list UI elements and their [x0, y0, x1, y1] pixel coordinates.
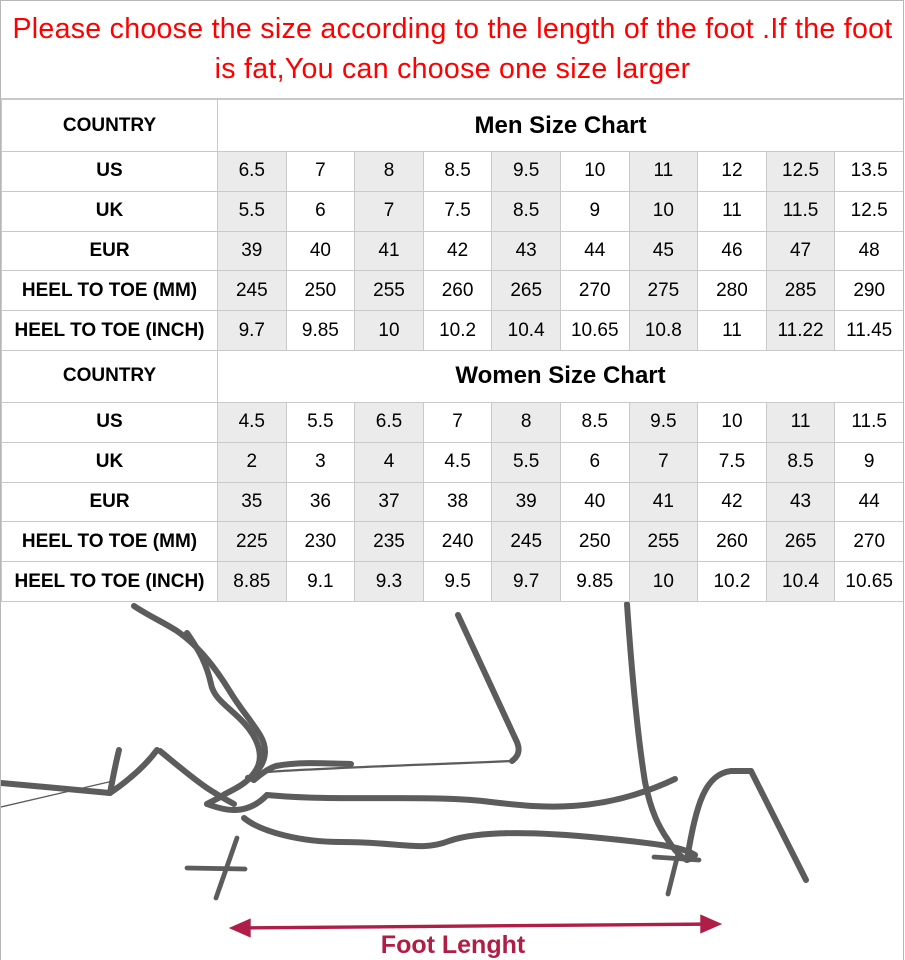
- svg-text:Foot Lenght: Foot Lenght: [381, 931, 526, 959]
